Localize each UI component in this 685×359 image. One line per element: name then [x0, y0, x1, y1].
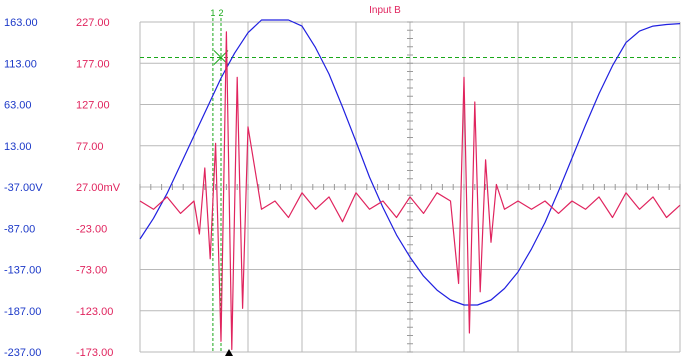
- grid: [139, 21, 681, 353]
- left-axis-tick-label: 113.00: [4, 58, 37, 70]
- left-axis-tick-label: 63.00: [4, 100, 32, 112]
- left-axis-tick-label: -87.00: [4, 223, 35, 235]
- series-line-pink: [139, 31, 681, 351]
- series-layer: [139, 19, 681, 351]
- left-axis-tick-label: -187.00: [4, 306, 41, 318]
- right-axis-tick-label: 77.00: [76, 141, 104, 153]
- left-axis-tick-label: 13.00: [4, 141, 32, 153]
- left-axis-tick-label: -37.00V: [4, 182, 43, 194]
- right-axis-tick-label: -73.00: [76, 265, 107, 277]
- series-line-blue: [139, 19, 681, 306]
- cursor-label: 2: [218, 8, 223, 18]
- left-axis-ticks: 163.00 113.00 63.00 13.00 -37.00V -87.00 -137.…: [4, 17, 43, 359]
- right-axis-tick-label: 27.00mV: [76, 182, 121, 194]
- cursor-label: 1: [210, 8, 215, 18]
- chart-title: Input B: [369, 5, 401, 16]
- left-axis-tick-label: -237.00: [4, 347, 41, 359]
- left-axis-tick-label: -137.00: [4, 265, 41, 277]
- trigger-marker-icon[interactable]: [225, 349, 233, 356]
- right-axis-tick-label: -23.00: [76, 223, 107, 235]
- right-axis-tick-label: -173.00: [76, 347, 113, 359]
- right-axis-tick-label: 127.00: [76, 100, 110, 112]
- left-axis-tick-label: 163.00: [4, 17, 38, 29]
- right-axis-tick-label: -123.00: [76, 306, 113, 318]
- right-axis-ticks: 227.00 177.00 127.00 77.00 27.00mV -23.00 -73.…: [76, 17, 121, 359]
- right-axis-tick-label: 227.00: [76, 17, 110, 29]
- right-axis-tick-label: 177.00: [76, 58, 110, 70]
